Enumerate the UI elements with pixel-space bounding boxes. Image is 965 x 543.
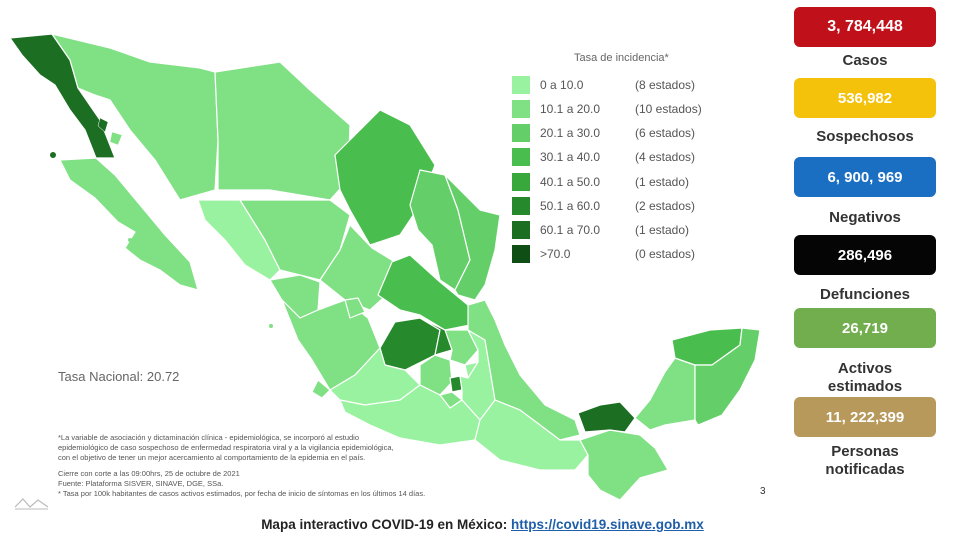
state-oaxaca[interactable]: [474, 399, 589, 471]
state-guerrero[interactable]: [339, 384, 481, 446]
state-baja-california-sur[interactable]: [59, 157, 199, 291]
legend-item: 60.1 a 70.0 (1 estado): [512, 221, 689, 239]
legend-range: 10.1 a 20.0: [540, 102, 601, 116]
interactive-map-link[interactable]: https://covid19.sinave.gob.mx: [511, 517, 704, 532]
legend-item: 30.1 a 40.0 (4 estados): [512, 148, 695, 166]
page-number: 3: [760, 486, 766, 497]
stat-activos-label-line: estimados: [827, 378, 903, 395]
footnote-line: con el objetivo de tener un mejor acerca…: [58, 453, 366, 462]
stat-notificadas-value: 11, 222,399: [794, 397, 936, 437]
legend-range: 30.1 a 40.0: [540, 150, 601, 164]
legend-count: (1 estado): [635, 223, 690, 237]
legend-swatch: [512, 76, 530, 94]
legend-item: 0 a 10.0 (8 estados): [512, 76, 695, 94]
national-rate: Tasa Nacional: 20.72: [58, 369, 180, 384]
legend-count: (4 estados): [635, 150, 696, 164]
state-veracruz[interactable]: [467, 299, 581, 441]
footnotes: *La variable de asociación y dictaminaci…: [58, 433, 478, 499]
footnote-line: Cierre con corte a las 09:00hrs, 25 de o…: [58, 469, 240, 478]
state-chihuahua[interactable]: [214, 61, 351, 201]
stat-activos-label: Activos estimados: [780, 360, 950, 396]
state-coahuila[interactable]: [334, 109, 436, 246]
legend-title: Tasa de incidencia*: [574, 52, 669, 64]
stat-negativos-label: Negativos: [829, 209, 901, 226]
legend-swatch: [512, 100, 530, 118]
island-isla-tiburon: [109, 131, 123, 146]
state-aguascalientes[interactable]: [344, 297, 366, 319]
legend-range: 0 a 10.0: [540, 78, 584, 92]
footnote-line: * Tasa por 100k habitantes de casos acti…: [58, 489, 426, 498]
stat-notificadas-label-line: Personas: [831, 443, 899, 460]
legend-count: (6 estados): [635, 126, 696, 140]
stat-casos-value: 3, 784,448: [794, 7, 936, 47]
stat-notificadas-label: Personas notificadas: [780, 443, 950, 479]
island-isla-tres-marias: [269, 324, 273, 328]
legend-range: 20.1 a 30.0: [540, 126, 601, 140]
legend-swatch: [512, 173, 530, 191]
stat-activos-label-line: Activos: [837, 360, 893, 377]
legend-swatch: [512, 124, 530, 142]
state-quintana-roo[interactable]: [694, 327, 761, 426]
state-tabasco[interactable]: [577, 401, 636, 433]
legend-swatch: [512, 221, 530, 239]
legend-count: (8 estados): [635, 78, 696, 92]
state-tamaulipas[interactable]: [444, 174, 501, 301]
stat-negativos-value: 6, 900, 969: [794, 157, 936, 197]
footnote-line: epidemiológico de caso sospechoso de enf…: [58, 443, 394, 452]
legend-range: 60.1 a 70.0: [540, 223, 601, 237]
stat-defunciones-value: 286,496: [794, 235, 936, 275]
island-islas-revillagigedo: [128, 238, 132, 242]
footer: Mapa interactivo COVID-19 en México: htt…: [0, 517, 965, 532]
island-isla-guadalupe: [50, 152, 56, 158]
legend-swatch: [512, 197, 530, 215]
legend-item: 20.1 a 30.0 (6 estados): [512, 124, 695, 142]
footnote-line: *La variable de asociación y dictaminaci…: [58, 433, 359, 442]
state-chiapas[interactable]: [579, 429, 669, 501]
legend-count: (0 estados): [635, 247, 696, 261]
stat-casos-label: Casos: [842, 52, 888, 69]
stat-sospechosos-value: 536,982: [794, 78, 936, 118]
state-colima[interactable]: [311, 379, 331, 399]
legend-item: >70.0 (0 estados): [512, 245, 695, 263]
stat-defunciones-label: Defunciones: [819, 286, 910, 303]
stat-sospechosos-label: Sospechosos: [816, 128, 914, 145]
legend-count: (1 estado): [635, 175, 690, 189]
institution-logo-icon: [14, 498, 49, 510]
legend-item: 10.1 a 20.0 (10 estados): [512, 100, 702, 118]
legend-item: 40.1 a 50.0 (1 estado): [512, 173, 689, 191]
footer-text: Mapa interactivo COVID-19 en México:: [261, 517, 512, 532]
legend-range: 50.1 a 60.0: [540, 199, 601, 213]
state-nayarit[interactable]: [269, 274, 321, 319]
state-campeche[interactable]: [634, 357, 696, 431]
legend-range: 40.1 a 50.0: [540, 175, 601, 189]
footnote-line: Fuente: Plataforma SISVER, SINAVE, DGE, …: [58, 479, 224, 488]
legend-range: >70.0: [540, 247, 571, 261]
stat-notificadas-label-line: notificadas: [825, 461, 905, 478]
state-sonora[interactable]: [51, 33, 219, 201]
legend-count: (2 estados): [635, 199, 696, 213]
stat-activos-value: 26,719: [794, 308, 936, 348]
legend-swatch: [512, 245, 530, 263]
legend-swatch: [512, 148, 530, 166]
island-isla-angel: [97, 117, 109, 133]
legend-count: (10 estados): [635, 102, 702, 116]
legend-item: 50.1 a 60.0 (2 estados): [512, 197, 695, 215]
